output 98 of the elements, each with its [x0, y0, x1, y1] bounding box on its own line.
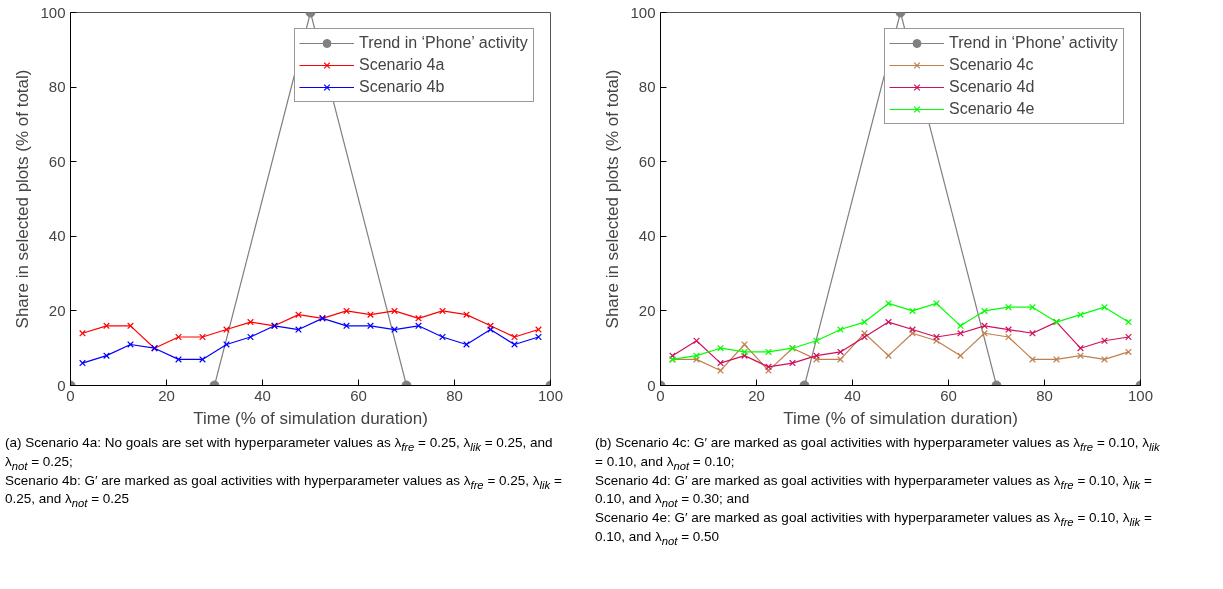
point [391, 307, 398, 315]
point [343, 307, 350, 315]
point [1029, 355, 1036, 363]
point [765, 348, 772, 356]
legend-label: Scenario 4b [359, 78, 446, 96]
point [247, 333, 254, 341]
point [741, 348, 748, 356]
point [175, 333, 182, 341]
point [1077, 352, 1084, 360]
legend-label: Scenario 4e [949, 100, 1036, 118]
legend-label: Trend in ‘Phone’ activity [949, 34, 1119, 52]
text: Scenario 4d: G′ are marked as goal activities with hyperparameter values as λ$_{fre}$ = 0.10, λ$_{lik}$ = 0.10, and λ$_{not}$ = 0.30; and [595, 472, 1152, 509]
x-tick-label: 60 [940, 386, 957, 404]
x-tick-label: 80 [1036, 386, 1053, 404]
legend-label: Trend in ‘Phone’ activity [359, 34, 529, 52]
point [199, 355, 206, 363]
x-tick-label: 100 [1127, 386, 1154, 404]
y-tick-label: 80 [48, 78, 66, 96]
y-tick-label: 40 [48, 227, 66, 245]
point [415, 322, 422, 330]
text: (b) Scenario 4c: G′ are marked as goal activities with hyperparameter values as λ$_{fre}$ = 0.10, λ$_{lik}$ = 0.10, and λ$_{not}$ = 0.10; [595, 435, 1160, 472]
legend-label: Scenario 4d [949, 78, 1036, 96]
point [79, 359, 86, 367]
point [765, 363, 772, 371]
point [343, 322, 350, 330]
legend-label: Scenario 4a [359, 56, 446, 74]
point [439, 333, 446, 341]
point [717, 359, 724, 367]
point [415, 314, 422, 322]
point [103, 352, 110, 360]
point [511, 333, 518, 341]
point [1077, 311, 1084, 319]
y-tick-label: 100 [40, 3, 66, 21]
point [367, 322, 374, 330]
point [1101, 337, 1108, 345]
x-tick-label: 40 [844, 386, 861, 404]
point [1125, 318, 1132, 326]
point [693, 337, 700, 345]
point [535, 333, 542, 341]
legend-label: Scenario 4c [949, 56, 1035, 74]
point [199, 333, 206, 341]
point [789, 359, 796, 367]
point [837, 348, 844, 356]
point [1029, 329, 1036, 337]
x-axis-title: Time (% of simulation duration) [783, 408, 1018, 428]
point [127, 322, 134, 330]
y-tick-label: 20 [48, 301, 66, 319]
point [1101, 303, 1108, 311]
point [1125, 348, 1132, 356]
point [957, 322, 964, 330]
point [885, 318, 892, 326]
point [981, 329, 988, 337]
text: (a) Scenario 4a: No goals are set with hyperparameter values as λ$_{fre}$ = 0.25, λ$_{lik}$ = 0.25, and λ$_{not}$ = 0.25; [5, 435, 553, 472]
point [1029, 303, 1036, 311]
point [487, 322, 494, 330]
point [1053, 355, 1060, 363]
point [957, 352, 964, 360]
point [861, 318, 868, 326]
point [1101, 355, 1108, 363]
y-tick-label: 60 [638, 152, 656, 170]
point [439, 307, 446, 315]
point [79, 329, 86, 337]
point [981, 322, 988, 330]
y-tick-label: 60 [48, 152, 66, 170]
point [463, 311, 470, 319]
point [295, 311, 302, 319]
x-tick-label: 60 [350, 386, 367, 404]
point [861, 333, 868, 341]
y-tick-label: 100 [630, 3, 656, 21]
point [1005, 333, 1012, 341]
x-tick-label: 40 [254, 386, 271, 404]
text: Scenario 4b: G′ are marked as goal activities with hyperparameter values as λ$_{fre}$ = 0.25, λ$_{lik}$ = 0.25, and λ$_{not}$ = 0.25 [5, 472, 562, 509]
point [933, 333, 940, 341]
point [981, 307, 988, 315]
point [175, 355, 182, 363]
point [813, 337, 820, 345]
y-tick-label: 80 [638, 78, 656, 96]
y-tick-label: 40 [638, 227, 656, 245]
x-tick-label: 20 [748, 386, 765, 404]
x-tick-label: 100 [537, 386, 564, 404]
y-tick-label: 20 [638, 301, 656, 319]
point [247, 318, 254, 326]
text: Scenario 4e: G′ are marked as goal activities with hyperparameter values as λ$_{fre}$ = 0.10, λ$_{lik}$ = 0.10, and λ$_{not}$ = 0.50 [595, 510, 1152, 547]
point [1005, 303, 1012, 311]
point [957, 329, 964, 337]
point [367, 311, 374, 319]
x-tick-label: 80 [446, 386, 463, 404]
point [717, 344, 724, 352]
x-axis-title: Time (% of simulation duration) [193, 408, 428, 428]
y-axis-title: Share in selected plots (% of total) [13, 69, 33, 329]
point [837, 355, 844, 363]
point [1125, 333, 1132, 341]
y-axis-title: Share in selected plots (% of total) [603, 69, 623, 329]
point [103, 322, 110, 330]
point [885, 352, 892, 360]
point [909, 307, 916, 315]
x-tick-label: 20 [158, 386, 175, 404]
point [1077, 344, 1084, 352]
